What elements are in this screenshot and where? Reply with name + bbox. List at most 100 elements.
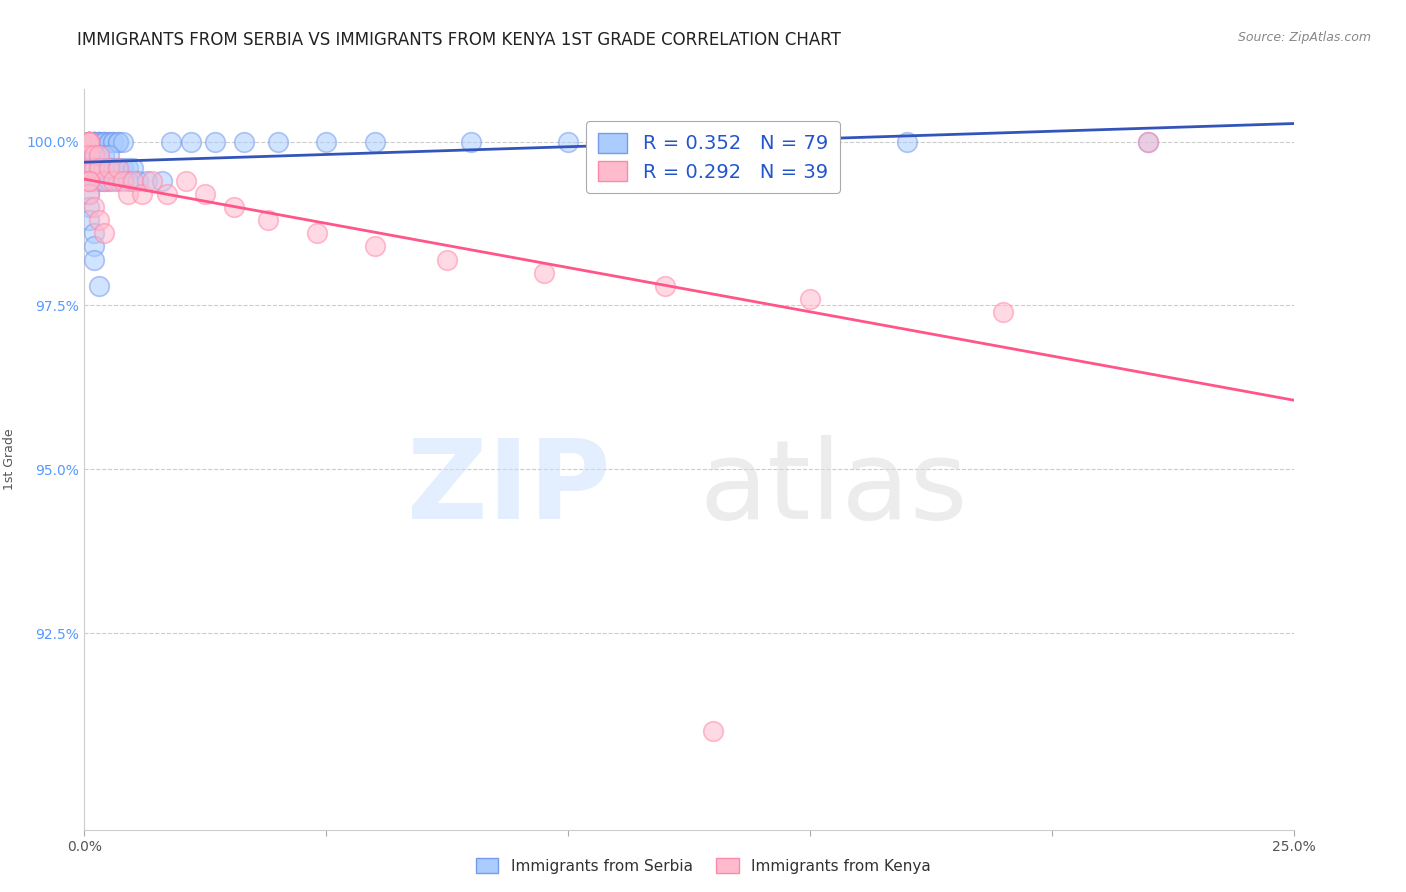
Point (107, 174, 129, 188)
Point (83, 227, 105, 241)
Point (87, 135, 110, 149)
Point (83, 200, 105, 214)
Point (77, 135, 100, 149)
Point (127, 174, 149, 188)
Point (702, 135, 724, 149)
Point (77, 135, 100, 149)
Point (993, 305, 1015, 319)
Point (117, 187, 139, 202)
Point (83, 174, 105, 188)
Point (121, 174, 143, 188)
Point (97, 174, 120, 188)
Point (1137, 135, 1160, 149)
Point (87, 161, 110, 175)
Point (117, 161, 139, 175)
Point (77, 135, 100, 149)
Text: atlas: atlas (700, 435, 969, 542)
Point (87, 147, 110, 161)
Point (77, 135, 100, 149)
Point (363, 135, 385, 149)
Point (77, 187, 100, 202)
Point (136, 174, 159, 188)
Point (83, 161, 105, 175)
Point (103, 161, 125, 175)
Point (363, 239, 385, 253)
Point (83, 161, 105, 175)
Point (160, 135, 183, 149)
Point (77, 135, 100, 149)
Point (107, 161, 129, 175)
Point (204, 135, 226, 149)
Point (77, 161, 100, 175)
Point (77, 147, 100, 161)
Point (533, 266, 555, 280)
Text: Source: ZipAtlas.com: Source: ZipAtlas.com (1237, 31, 1371, 45)
Point (97, 135, 120, 149)
Point (87, 278, 110, 293)
Legend: Immigrants from Serbia, Immigrants from Kenya: Immigrants from Serbia, Immigrants from … (470, 852, 936, 880)
Point (305, 227, 328, 241)
Point (83, 135, 105, 149)
Point (83, 239, 105, 253)
Point (315, 135, 337, 149)
Point (654, 278, 676, 293)
Point (93, 161, 115, 175)
Point (107, 135, 129, 149)
Point (87, 135, 110, 149)
Point (77, 135, 100, 149)
Point (87, 174, 110, 188)
Point (83, 135, 105, 149)
Point (174, 174, 197, 188)
Point (93, 174, 115, 188)
Point (103, 135, 125, 149)
Point (77, 135, 100, 149)
Point (77, 135, 100, 149)
Point (121, 161, 143, 175)
Point (83, 147, 105, 161)
Point (77, 147, 100, 161)
Text: IMMIGRANTS FROM SERBIA VS IMMIGRANTS FROM KENYA 1ST GRADE CORRELATION CHART: IMMIGRANTS FROM SERBIA VS IMMIGRANTS FRO… (77, 31, 841, 49)
Point (77, 135, 100, 149)
Point (77, 135, 100, 149)
Point (87, 135, 110, 149)
Point (896, 135, 918, 149)
Point (799, 292, 821, 306)
Point (107, 135, 129, 149)
Point (77, 147, 100, 161)
Point (83, 135, 105, 149)
Point (460, 135, 482, 149)
Point (93, 135, 115, 149)
Point (141, 174, 163, 188)
Point (131, 187, 153, 202)
Point (83, 135, 105, 149)
Point (87, 147, 110, 161)
Point (194, 187, 217, 202)
Y-axis label: 1st Grade: 1st Grade (3, 428, 15, 491)
Point (77, 147, 100, 161)
Point (93, 174, 115, 188)
Point (150, 174, 173, 188)
Point (77, 135, 100, 149)
Point (77, 174, 100, 188)
Point (180, 135, 202, 149)
Point (87, 147, 110, 161)
Point (77, 135, 100, 149)
Point (103, 135, 125, 149)
Point (87, 135, 110, 149)
Point (77, 213, 100, 227)
Point (93, 147, 115, 161)
Point (93, 135, 115, 149)
Point (83, 147, 105, 161)
Point (87, 213, 110, 227)
Point (557, 135, 579, 149)
Point (97, 135, 120, 149)
Point (97, 161, 120, 175)
Point (93, 227, 115, 241)
Point (257, 213, 280, 227)
Text: ZIP: ZIP (406, 435, 610, 542)
Point (1137, 135, 1160, 149)
Point (77, 187, 100, 202)
Point (93, 135, 115, 149)
Point (112, 161, 135, 175)
Point (97, 147, 120, 161)
